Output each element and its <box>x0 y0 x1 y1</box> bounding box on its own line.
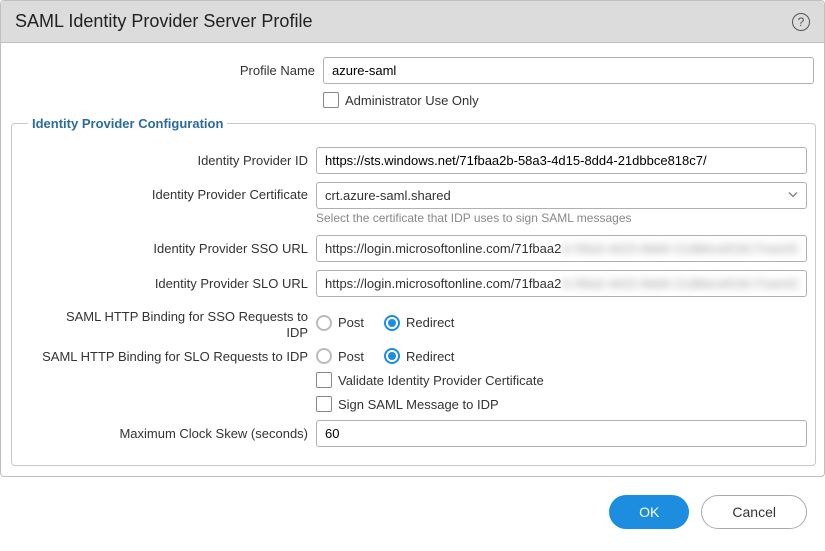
label-profile-name: Profile Name <box>11 63 323 78</box>
label-slo-binding: SAML HTTP Binding for SLO Requests to ID… <box>20 349 316 364</box>
label-sso-url: Identity Provider SSO URL <box>20 241 316 256</box>
row-idp-cert: Identity Provider Certificate crt.azure-… <box>20 182 807 225</box>
row-clock-skew: Maximum Clock Skew (seconds) <box>20 420 807 447</box>
admin-only-checkbox[interactable] <box>323 92 339 108</box>
row-sso-url: Identity Provider SSO URL https://login.… <box>20 235 807 262</box>
dialog-titlebar: SAML Identity Provider Server Profile ? <box>1 1 824 43</box>
dialog-buttons: OK Cancel <box>0 477 825 529</box>
sso-url-masked: b-58a3-4d15-8dd4-21dbbce818c7/saml2 <box>561 236 806 261</box>
slo-url-input[interactable]: https://login.microsoftonline.com/71fbaa… <box>316 270 807 297</box>
dialog-title: SAML Identity Provider Server Profile <box>15 11 312 32</box>
sso-binding-post[interactable]: Post <box>316 315 364 331</box>
row-idp-id: Identity Provider ID <box>20 147 807 174</box>
idp-id-input[interactable] <box>316 147 807 174</box>
cancel-button[interactable]: Cancel <box>701 495 807 529</box>
row-slo-binding: SAML HTTP Binding for SLO Requests to ID… <box>20 348 807 364</box>
dialog-body: Profile Name Administrator Use Only Iden… <box>1 43 824 476</box>
validate-cert-checkbox[interactable] <box>316 372 332 388</box>
admin-only-checkbox-wrap[interactable]: Administrator Use Only <box>323 92 479 108</box>
help-icon[interactable]: ? <box>792 13 810 31</box>
label-sso-binding: SAML HTTP Binding for SSO Requests toIDP <box>20 305 316 340</box>
idp-config-group: Identity Provider Configuration Identity… <box>11 116 816 466</box>
sso-binding-redirect[interactable]: Redirect <box>384 315 454 331</box>
row-profile-name: Profile Name <box>11 57 814 84</box>
slo-binding-post[interactable]: Post <box>316 348 364 364</box>
label-clock-skew: Maximum Clock Skew (seconds) <box>20 426 316 441</box>
row-slo-url: Identity Provider SLO URL https://login.… <box>20 270 807 297</box>
radio-icon <box>384 315 400 331</box>
slo-url-masked: b-58a3-4d15-8dd4-21dbbce818c7/saml2 <box>561 271 806 296</box>
row-validate-cert: Validate Identity Provider Certificate <box>20 372 807 388</box>
profile-name-input[interactable] <box>323 57 814 84</box>
sso-url-input[interactable]: https://login.microsoftonline.com/71fbaa… <box>316 235 807 262</box>
idp-cert-hint: Select the certificate that IDP uses to … <box>316 211 807 225</box>
idp-cert-select-wrap[interactable]: crt.azure-saml.shared <box>316 182 807 209</box>
sign-request-label: Sign SAML Message to IDP <box>338 397 499 412</box>
idp-config-legend: Identity Provider Configuration <box>28 116 227 131</box>
admin-only-label: Administrator Use Only <box>345 93 479 108</box>
row-sso-binding: SAML HTTP Binding for SSO Requests toIDP… <box>20 305 807 340</box>
row-admin-only: Administrator Use Only <box>11 92 814 108</box>
radio-icon <box>316 348 332 364</box>
ok-button[interactable]: OK <box>609 495 689 529</box>
sign-request-checkbox-wrap[interactable]: Sign SAML Message to IDP <box>316 396 499 412</box>
label-idp-id: Identity Provider ID <box>20 153 316 168</box>
radio-icon <box>384 348 400 364</box>
slo-binding-redirect[interactable]: Redirect <box>384 348 454 364</box>
label-idp-cert: Identity Provider Certificate <box>20 182 316 202</box>
radio-icon <box>316 315 332 331</box>
validate-cert-label: Validate Identity Provider Certificate <box>338 373 544 388</box>
idp-cert-select[interactable]: crt.azure-saml.shared <box>316 182 807 209</box>
validate-cert-checkbox-wrap[interactable]: Validate Identity Provider Certificate <box>316 372 544 388</box>
sign-request-checkbox[interactable] <box>316 396 332 412</box>
saml-profile-dialog: SAML Identity Provider Server Profile ? … <box>0 0 825 477</box>
label-slo-url: Identity Provider SLO URL <box>20 276 316 291</box>
row-sign-request: Sign SAML Message to IDP <box>20 396 807 412</box>
clock-skew-input[interactable] <box>316 420 807 447</box>
